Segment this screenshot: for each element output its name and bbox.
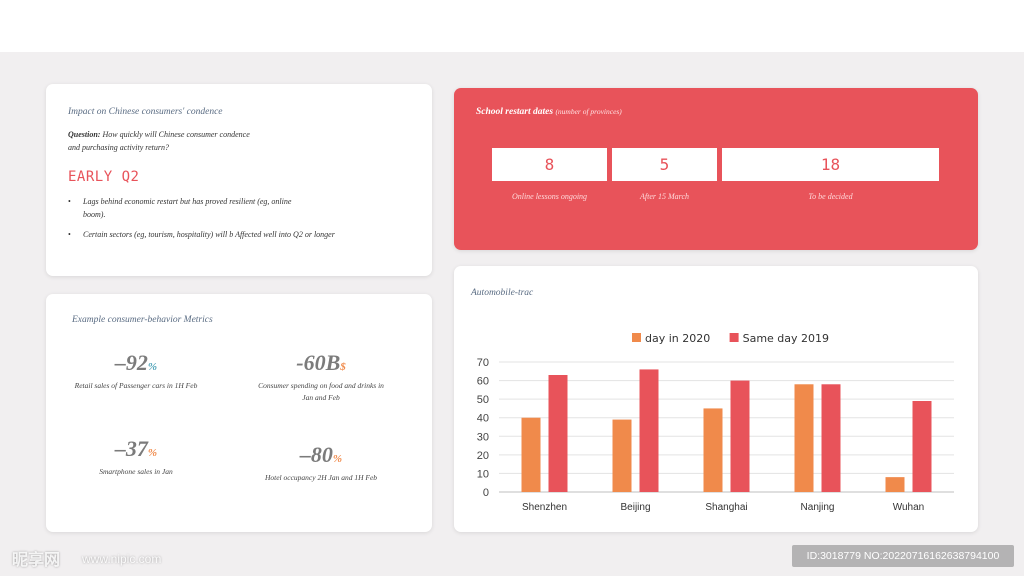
metric-unit: % [147, 361, 158, 373]
y-tick-label: 20 [477, 450, 489, 462]
metric-caption: Hotel occupancy 2H Jan and 1H Feb [264, 473, 378, 482]
x-tick-label: Beijing [620, 502, 650, 513]
question-text: Question: How quickly will Chinese consu… [68, 128, 258, 154]
legend-swatch [729, 333, 739, 342]
bar [612, 419, 632, 492]
metric-passenger-cars: –92% Retail sales of Passenger cars in 1… [71, 350, 201, 392]
legend-label: day in 2020 [645, 332, 710, 345]
watermark-site: www.nipic.com [82, 552, 162, 566]
metric-unit: % [147, 447, 158, 459]
metric-caption: Consumer spending on food and drinks in … [258, 381, 384, 402]
question-label: Question: [68, 130, 101, 139]
metric-value: -60B [296, 350, 341, 375]
bar [885, 477, 905, 492]
y-tick-label: 30 [477, 431, 489, 443]
y-tick-label: 10 [477, 468, 489, 480]
y-tick-label: 0 [483, 487, 489, 499]
online-lessons-box: 8 [492, 148, 607, 181]
x-tick-label: Wuhan [893, 502, 925, 513]
bar-chart: 0 10 20 30 40 50 60 70 Shenzhen Beijing Shanghai Na… [477, 332, 954, 513]
to-be-decided-box: 18 [722, 148, 939, 181]
metric-caption: Retail sales of Passenger cars in 1H Feb [74, 381, 198, 390]
y-tick-label: 70 [477, 357, 489, 369]
bar [821, 384, 841, 492]
watermark-id: ID:3018779 NO:20220716162638794100 [792, 545, 1014, 567]
school-restart-subtitle: (number of provinces) [555, 107, 622, 116]
y-tick-label: 60 [477, 376, 489, 388]
bullet-text: Certain sectors (eg, tourism, hospitalit… [83, 230, 335, 239]
metric-food-spending: -60B$ Consumer spending on food and drin… [256, 350, 386, 404]
school-restart-card: School restart dates (number of province… [454, 88, 978, 250]
consumer-metrics-title: Example consumer-behavior Metrics [72, 315, 213, 325]
school-restart-title: School restart dates (number of province… [476, 107, 622, 117]
metric-value: –92 [114, 350, 148, 375]
after-march-box: 5 [612, 148, 717, 181]
watermark-logo: 昵享网 [12, 552, 61, 569]
x-tick-label: Nanjing [801, 502, 835, 513]
automobile-traffic-card: Automobile-trac 0 10 20 30 40 50 60 70 Shenzhen B… [454, 266, 978, 532]
consumer-confidence-title: Impact on Chinese consumers' condence [68, 107, 223, 117]
legend-swatch [632, 333, 641, 342]
bar [639, 369, 659, 492]
y-tick-label: 50 [477, 394, 489, 406]
bar [730, 380, 750, 492]
metric-unit: % [332, 453, 343, 465]
bar [703, 408, 723, 492]
x-tick-label: Shanghai [705, 502, 747, 513]
metric-caption: Smartphone sales in Jan [99, 467, 173, 476]
automobile-traffic-title: Automobile-trac [471, 288, 534, 298]
bar [912, 401, 932, 492]
y-tick-label: 40 [477, 413, 489, 425]
bullet-dot-icon: • [68, 230, 71, 239]
question-body: How quickly will Chinese consumer conden… [68, 130, 250, 152]
bullet-dot-icon: • [68, 197, 71, 206]
bar [521, 417, 541, 492]
bar [548, 375, 568, 492]
x-tick-label: Shenzhen [522, 502, 567, 513]
after-march-caption: After 15 March [639, 192, 690, 201]
headline-early-q2: EARLY Q2 [68, 169, 140, 185]
online-lessons-caption: Online lessons ongoing [511, 192, 588, 201]
consumer-metrics-card: Example consumer-behavior Metrics –92% R… [46, 294, 432, 532]
bullet-text: Lags behind economic restart but has pro… [83, 197, 292, 219]
metric-smartphone-sales: –37% Smartphone sales in Jan [71, 436, 201, 478]
to-be-decided-caption: To be decided [808, 192, 853, 201]
metric-value: –37 [114, 436, 148, 461]
consumer-confidence-card: Impact on Chinese consumers' condence Qu… [46, 84, 432, 276]
metric-unit: $ [340, 361, 346, 373]
top-bar [0, 0, 1024, 52]
bar [794, 384, 814, 492]
metric-hotel-occupancy: –80% Hotel occupancy 2H Jan and 1H Feb [256, 442, 386, 484]
legend-label: Same day 2019 [743, 332, 829, 345]
school-restart-title-text: School restart dates [476, 107, 554, 117]
metric-value: –80 [299, 442, 333, 467]
